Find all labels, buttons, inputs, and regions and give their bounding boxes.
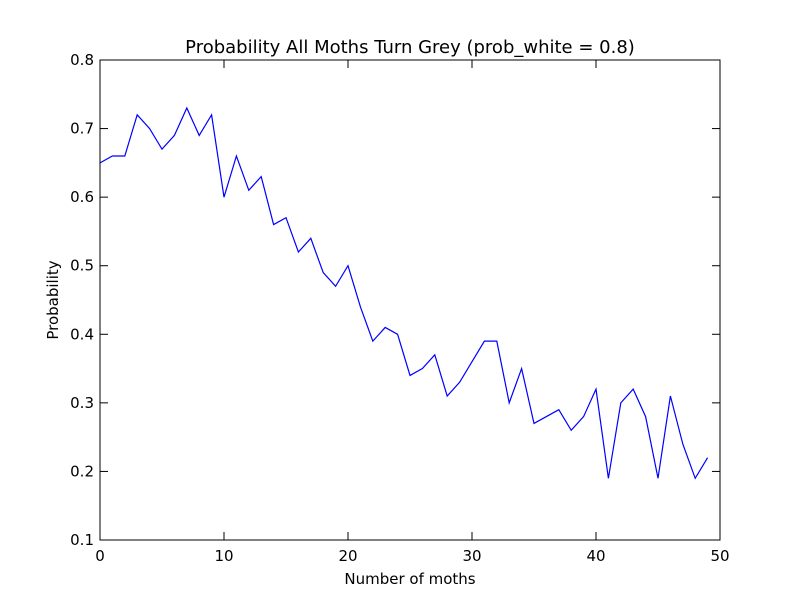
x-tick-label: 0: [95, 547, 105, 565]
y-axis-label: Probability: [44, 260, 62, 339]
plot-frame: [99, 59, 721, 541]
y-tick-label: 0.4: [70, 325, 94, 343]
series-line: [99, 106, 709, 480]
series-layer: [99, 106, 709, 480]
chart-title: Probability All Moths Turn Grey (prob_wh…: [185, 37, 635, 58]
y-tick-label: 0.8: [70, 51, 94, 69]
x-tick-label: 10: [214, 547, 233, 565]
y-tick-label: 0.1: [70, 531, 94, 549]
y-tick-label: 0.6: [70, 188, 94, 206]
x-tick-label: 20: [338, 547, 357, 565]
y-tick-label: 0.3: [70, 394, 94, 412]
x-tick-label: 40: [586, 547, 605, 565]
x-axis-label: Number of moths: [344, 570, 475, 588]
x-tick-label: 50: [710, 547, 729, 565]
y-tick-label: 0.7: [70, 120, 94, 138]
x-tick-label: 30: [462, 547, 481, 565]
y-tick-label: 0.2: [70, 462, 94, 480]
y-tick-label: 0.5: [70, 257, 94, 275]
